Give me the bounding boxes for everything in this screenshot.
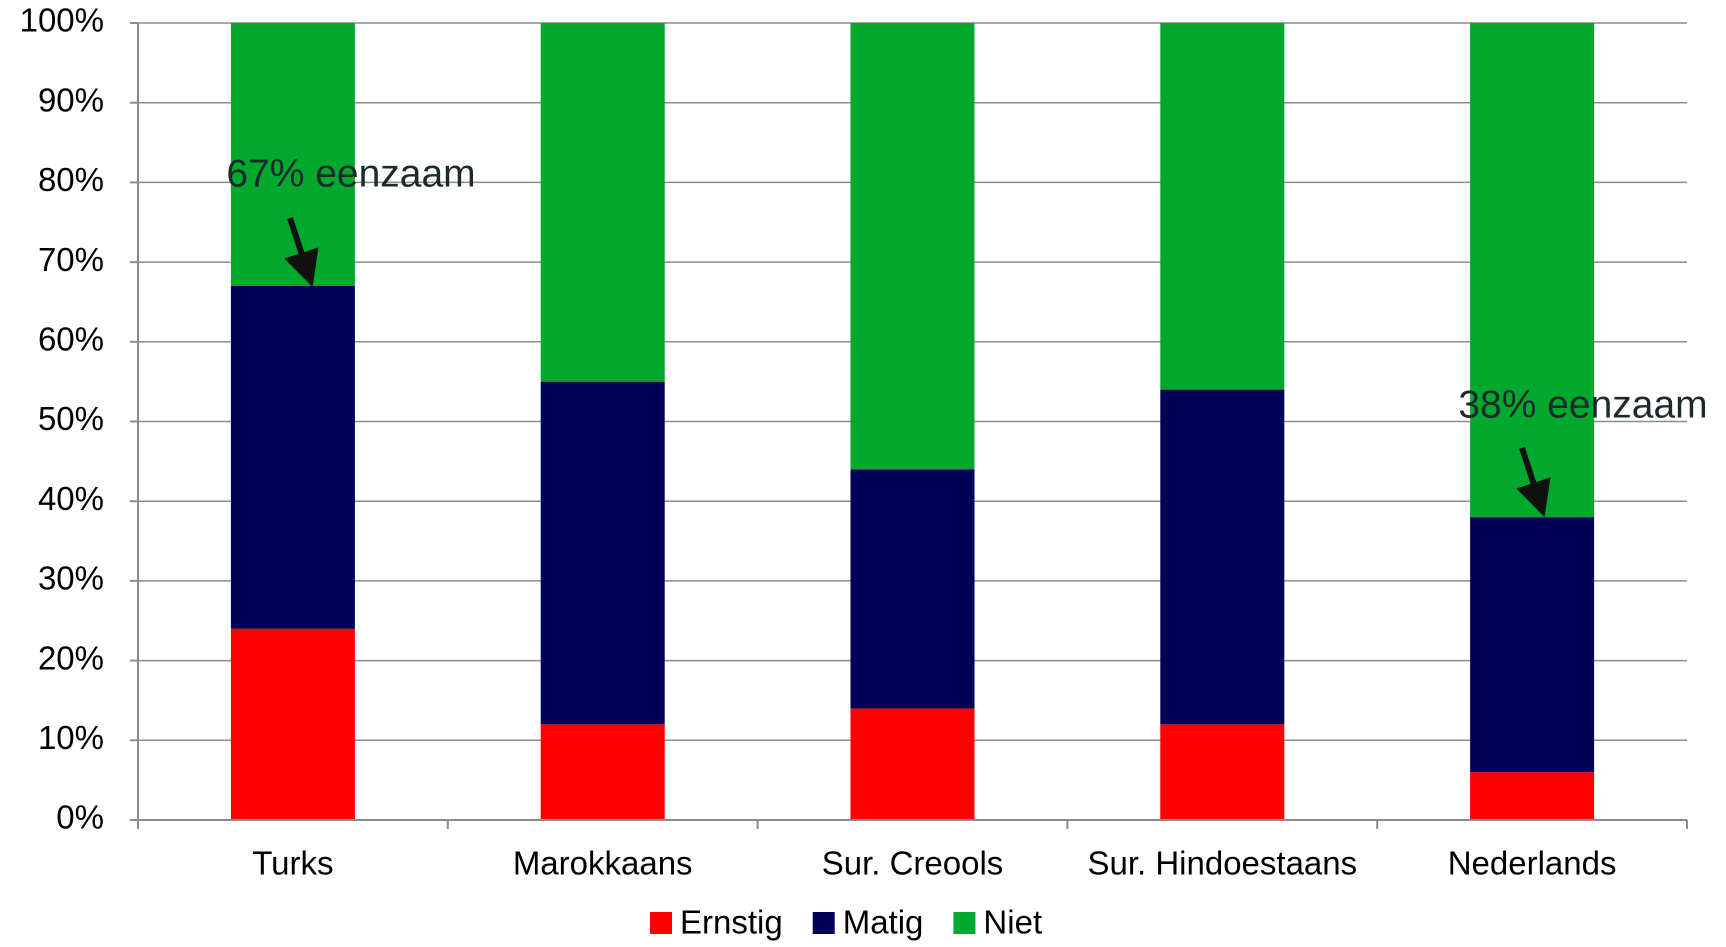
legend-label: Niet xyxy=(983,904,1042,941)
legend-swatch xyxy=(650,912,672,934)
bar-segment xyxy=(230,286,355,629)
annotation-arrow xyxy=(1516,447,1551,518)
y-tick-label: 40% xyxy=(38,480,104,517)
x-tick-label: Turks xyxy=(252,845,333,882)
x-tick-label: Nederlands xyxy=(1448,845,1617,882)
annotation: 38% eenzaam xyxy=(1458,383,1707,426)
y-tick-label: 30% xyxy=(38,560,104,597)
bar-segment xyxy=(1160,389,1285,725)
legend-swatch xyxy=(812,912,835,934)
bar-segment xyxy=(230,628,355,820)
y-tick-label: 90% xyxy=(38,81,104,118)
bar-segment xyxy=(850,469,975,709)
annotation: 67% eenzaam xyxy=(226,152,475,195)
bar-segment xyxy=(850,708,975,820)
x-tick-label: Marokkaans xyxy=(513,845,693,882)
bar-segment xyxy=(540,381,665,725)
bar-segment xyxy=(540,724,665,820)
bar-segment xyxy=(540,23,665,382)
bar-segment xyxy=(1470,23,1595,518)
legend-swatch xyxy=(953,912,976,934)
x-tick-label: Sur. Hindoestaans xyxy=(1087,845,1357,882)
y-tick-label: 0% xyxy=(56,799,104,836)
legend-label: Matig xyxy=(843,904,924,941)
y-tick-label: 50% xyxy=(38,400,104,437)
y-tick-label: 80% xyxy=(38,161,104,198)
bar-segment xyxy=(850,23,975,470)
y-tick-label: 10% xyxy=(38,719,104,756)
bar-segment xyxy=(1160,23,1285,390)
bar-segment xyxy=(1160,724,1285,820)
y-tick-label: 70% xyxy=(38,241,104,278)
legend-label: Ernstig xyxy=(680,904,783,941)
y-tick-label: 100% xyxy=(20,2,104,39)
y-tick-label: 20% xyxy=(38,639,104,676)
x-tick-label: Sur. Creools xyxy=(822,845,1004,882)
y-tick-label: 60% xyxy=(38,321,104,358)
bar-segment xyxy=(1470,772,1595,820)
annotation-arrow xyxy=(284,217,319,288)
bar-segment xyxy=(1470,517,1595,773)
bar-segment xyxy=(230,23,355,287)
